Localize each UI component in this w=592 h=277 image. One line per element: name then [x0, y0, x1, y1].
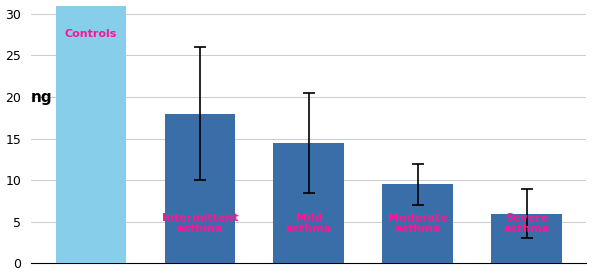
Bar [274, 143, 344, 263]
Bar [165, 114, 235, 263]
Text: Severe
asthma: Severe asthma [503, 213, 550, 234]
Text: Mild
asthma: Mild asthma [286, 213, 332, 234]
Text: Controls: Controls [65, 29, 117, 39]
Bar [491, 214, 562, 263]
Bar [382, 184, 453, 263]
Text: ng: ng [31, 89, 53, 104]
Text: Intermittent
asthma: Intermittent asthma [162, 213, 238, 234]
Bar [56, 0, 127, 263]
Text: Moderate
asthma: Moderate asthma [388, 213, 448, 234]
